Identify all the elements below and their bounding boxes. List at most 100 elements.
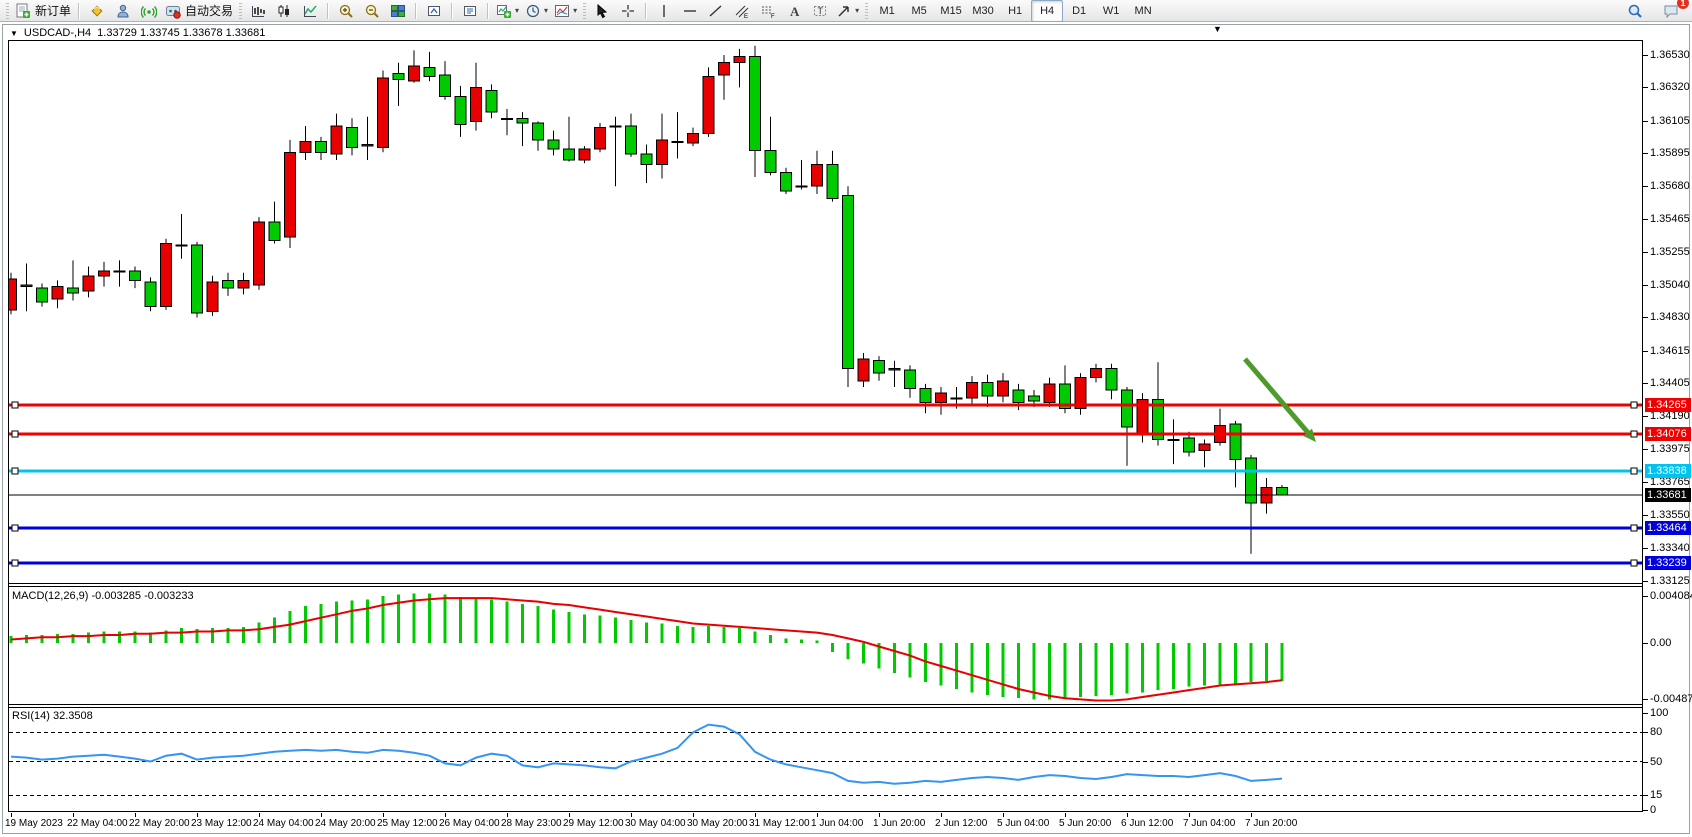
indicators-button[interactable]: ▾ bbox=[493, 0, 522, 22]
ohlc-values: 1.33729 1.33745 1.33678 1.33681 bbox=[97, 27, 266, 39]
macd-label: MACD(12,26,9) -0.003285 -0.003233 bbox=[12, 590, 194, 602]
price-axis-label: 1.34190 bbox=[1650, 410, 1690, 422]
price-axis-label: 1.36105 bbox=[1650, 115, 1690, 127]
price-chart-canvas[interactable] bbox=[9, 41, 1642, 582]
crosshair-icon bbox=[620, 3, 636, 19]
price-line-tag: 1.33838 bbox=[1645, 464, 1691, 478]
auto-trading-button[interactable]: 自动交易 bbox=[162, 0, 236, 22]
timeframe-MN[interactable]: MN bbox=[1134, 4, 1152, 17]
arrows-button[interactable]: ▾ bbox=[833, 0, 862, 22]
timeframe-D1[interactable]: D1 bbox=[1072, 4, 1087, 17]
horizontal-level-line[interactable] bbox=[9, 430, 1642, 438]
macd-axis-label: 0.004084 bbox=[1650, 590, 1692, 602]
candle bbox=[749, 45, 761, 177]
candle bbox=[532, 121, 544, 151]
periods-button[interactable]: ▾ bbox=[522, 0, 551, 22]
pane-divider[interactable] bbox=[8, 586, 1643, 587]
horizontal-level-line[interactable] bbox=[9, 559, 1642, 567]
templates-button[interactable]: ▾ bbox=[551, 0, 580, 22]
candle bbox=[609, 116, 622, 187]
macd-canvas[interactable] bbox=[9, 587, 1642, 703]
time-tick bbox=[693, 813, 694, 817]
text-label-button[interactable]: T bbox=[807, 0, 833, 22]
time-tick bbox=[135, 813, 136, 817]
price-axis-label: 1.33125 bbox=[1650, 575, 1690, 587]
new-order-button[interactable]: 新订单 bbox=[12, 0, 74, 22]
axis-tick bbox=[1643, 795, 1648, 796]
candle bbox=[20, 263, 33, 312]
zoom-in-button[interactable] bbox=[333, 0, 359, 22]
horizontal-line-button[interactable] bbox=[677, 0, 703, 22]
candle bbox=[51, 280, 64, 309]
time-label: 1 Jun 20:00 bbox=[873, 818, 926, 829]
timeframe-M1[interactable]: M1 bbox=[879, 4, 895, 17]
axis-tick bbox=[1643, 285, 1648, 286]
candle bbox=[377, 70, 389, 153]
pane-divider[interactable] bbox=[8, 583, 1643, 584]
timeframe-W1[interactable]: W1 bbox=[1102, 4, 1120, 17]
rsi-axis-label: 50 bbox=[1650, 756, 1663, 768]
candle bbox=[67, 260, 79, 301]
price-axis-label: 1.36530 bbox=[1650, 49, 1690, 61]
down-arrow-annotation[interactable] bbox=[1243, 357, 1316, 442]
channel-button[interactable]: E bbox=[729, 0, 755, 22]
horizontal-level-line[interactable] bbox=[9, 524, 1642, 532]
chart-shift-button[interactable] bbox=[457, 0, 483, 22]
toolbar-grip[interactable] bbox=[865, 2, 869, 19]
timeframe-H4[interactable]: H4 bbox=[1031, 0, 1064, 22]
horizontal-level-line[interactable] bbox=[9, 467, 1642, 475]
periods-icon bbox=[525, 3, 541, 19]
text-button[interactable]: A bbox=[781, 0, 807, 22]
cursor-button[interactable] bbox=[589, 0, 615, 22]
market-watch-button[interactable] bbox=[84, 0, 110, 22]
time-label: 5 Jun 04:00 bbox=[997, 818, 1050, 829]
candlestick-button[interactable] bbox=[271, 0, 297, 22]
axis-tick bbox=[1643, 482, 1648, 483]
crosshair-button[interactable] bbox=[615, 0, 641, 22]
candle bbox=[935, 386, 947, 415]
chart-frame bbox=[8, 40, 1643, 812]
tile-windows-button[interactable] bbox=[385, 0, 411, 22]
rsi-canvas[interactable] bbox=[9, 708, 1642, 811]
pane-divider[interactable] bbox=[8, 707, 1643, 708]
timeframe-H1[interactable]: H1 bbox=[1008, 4, 1023, 17]
profiles-icon bbox=[115, 3, 131, 19]
price-axis-label: 1.33765 bbox=[1650, 476, 1690, 488]
chart-shift-marker[interactable]: ▼ bbox=[1213, 24, 1222, 34]
toolbar-grip[interactable] bbox=[583, 2, 587, 19]
bar-chart-button[interactable] bbox=[245, 0, 271, 22]
candle bbox=[1074, 373, 1087, 415]
auto-arrange-button[interactable] bbox=[421, 0, 447, 22]
candle bbox=[547, 130, 560, 156]
timeframe-M15[interactable]: M15 bbox=[940, 4, 962, 17]
price-axis-label: 1.34830 bbox=[1650, 311, 1690, 323]
candle bbox=[82, 266, 95, 298]
timeframe-M5[interactable]: M5 bbox=[911, 4, 927, 17]
toolbar-right: 1 bbox=[1622, 0, 1689, 22]
candle bbox=[687, 127, 699, 147]
notifications-button[interactable]: 1 bbox=[1658, 0, 1689, 22]
price-axis-label: 1.33550 bbox=[1650, 509, 1690, 521]
svg-text:A: A bbox=[790, 4, 800, 19]
candle bbox=[284, 139, 296, 248]
time-label: 22 May 04:00 bbox=[67, 818, 128, 829]
rsi-axis-label: 100 bbox=[1650, 707, 1669, 719]
time-label: 29 May 12:00 bbox=[563, 818, 624, 829]
trendline-button[interactable] bbox=[703, 0, 729, 22]
vertical-line-button[interactable] bbox=[651, 0, 677, 22]
candle bbox=[702, 67, 715, 137]
time-tick bbox=[569, 813, 570, 817]
horizontal-level-line[interactable] bbox=[9, 401, 1642, 409]
signals-button[interactable] bbox=[136, 0, 162, 22]
toolbar-grip[interactable] bbox=[6, 2, 9, 19]
toolbar-grip[interactable] bbox=[239, 2, 243, 19]
timeframe-M30[interactable]: M30 bbox=[972, 4, 994, 17]
profiles-button[interactable] bbox=[110, 0, 136, 22]
zoom-out-button[interactable] bbox=[359, 0, 385, 22]
collapse-icon[interactable]: ▼ bbox=[10, 28, 18, 38]
pane-divider[interactable] bbox=[8, 704, 1643, 705]
candle bbox=[268, 201, 281, 244]
search-button[interactable] bbox=[1622, 0, 1648, 22]
line-chart-button[interactable] bbox=[297, 0, 323, 22]
fibonacci-button[interactable]: F bbox=[755, 0, 781, 22]
